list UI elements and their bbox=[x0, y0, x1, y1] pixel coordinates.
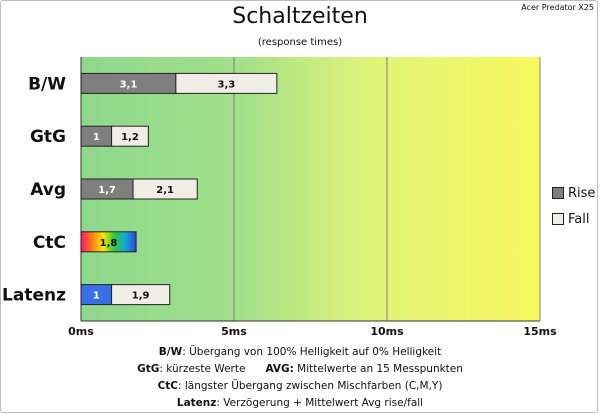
monitor-name: Acer Predator X25 bbox=[521, 3, 594, 12]
data-label: 1,7 bbox=[98, 185, 116, 196]
note-ctc-text: : längster Übergang zwischen Mischfarben… bbox=[178, 380, 443, 392]
x-tick-label: 10ms bbox=[370, 325, 404, 338]
note-latenz: Latenz: Verzögerung + Mittelwert Avg ris… bbox=[0, 395, 600, 412]
data-label: 1 bbox=[93, 291, 100, 302]
chart-subtitle: (response times) bbox=[257, 37, 343, 48]
legend-swatch-rise bbox=[552, 187, 564, 199]
note-bw: B/W: Übergang von 100% Helligkeit auf 0%… bbox=[0, 344, 600, 361]
note-ctc: CtC: längster Übergang zwischen Mischfar… bbox=[0, 378, 600, 395]
y-category-label: Latenz bbox=[2, 286, 66, 306]
note-latenz-text: : Verzögerung + Mittelwert Avg rise/fall bbox=[216, 397, 424, 409]
note-ctc-key: CtC bbox=[157, 380, 178, 392]
data-label: 3,1 bbox=[120, 79, 138, 90]
y-category-label: Avg bbox=[30, 180, 66, 200]
y-category-label: GtG bbox=[30, 127, 66, 147]
legend-label-fall: Fall bbox=[568, 211, 590, 227]
note-avg-key: AVG: bbox=[265, 363, 294, 375]
note-bw-text: : Übergang von 100% Helligkeit auf 0% He… bbox=[182, 346, 442, 358]
data-label: 2,1 bbox=[156, 185, 174, 196]
y-category-label: B/W bbox=[28, 74, 66, 94]
bar-fall bbox=[132, 178, 198, 200]
bar-ctc bbox=[80, 231, 137, 253]
note-gtg-text: : kürzeste Werte bbox=[159, 363, 246, 375]
data-label: 1,9 bbox=[132, 291, 150, 302]
note-gtg-key: GtG bbox=[137, 363, 160, 375]
bar-fall bbox=[175, 72, 278, 94]
note-latenz-key: Latenz bbox=[176, 397, 217, 409]
note-gtg-avg: GtG: kürzeste Werte AVG: Mittelwerte an … bbox=[0, 361, 600, 378]
legend: Rise Fall bbox=[552, 180, 595, 232]
legend-item-rise: Rise bbox=[552, 180, 595, 206]
x-tick-label: 15ms bbox=[523, 325, 557, 338]
chart-title: Schaltzeiten bbox=[232, 4, 368, 29]
data-label: 1 bbox=[93, 132, 100, 143]
notes: B/W: Übergang von 100% Helligkeit auf 0%… bbox=[0, 344, 600, 412]
x-tick-label: 0ms bbox=[68, 325, 94, 338]
note-bw-key: B/W bbox=[158, 346, 183, 358]
legend-swatch-fall bbox=[552, 213, 564, 225]
bar-fall bbox=[111, 284, 171, 306]
data-label: 1,2 bbox=[121, 132, 139, 143]
x-tick-label: 5ms bbox=[221, 325, 247, 338]
bar-fall bbox=[111, 125, 149, 147]
legend-label-rise: Rise bbox=[568, 185, 596, 201]
legend-item-fall: Fall bbox=[552, 206, 595, 232]
y-category-label: CtC bbox=[33, 233, 66, 253]
data-label: 1,8 bbox=[100, 238, 118, 249]
data-label: 3,3 bbox=[217, 79, 235, 90]
note-avg-text: Mittelwerte an 15 Messpunkten bbox=[293, 363, 463, 375]
